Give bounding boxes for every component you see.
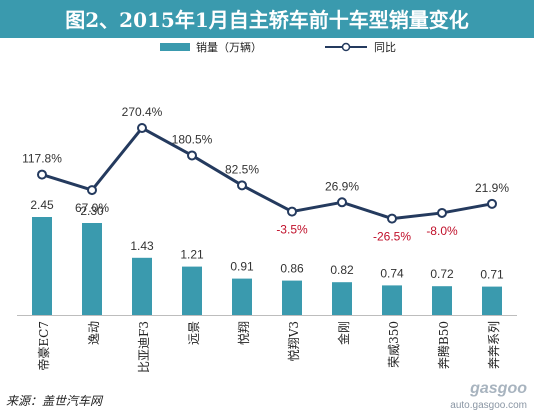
line-point bbox=[137, 123, 147, 134]
watermark-url: auto.gasgoo.com bbox=[450, 400, 527, 411]
line-value-label: 26.9% bbox=[325, 179, 359, 193]
bar bbox=[132, 257, 152, 315]
line-value-label: -3.5% bbox=[276, 223, 308, 237]
source-label: 来源：盖世汽车网 bbox=[6, 394, 104, 408]
line-point bbox=[337, 197, 347, 208]
category-label: 悦翔V3 bbox=[287, 321, 301, 361]
line-value-label: 82.5% bbox=[225, 162, 259, 176]
bar-value-label: 1.21 bbox=[180, 248, 204, 262]
bar-value-label: 0.82 bbox=[330, 263, 354, 277]
category-label: 帝豪EC7 bbox=[36, 321, 51, 371]
category-label: 逸动 bbox=[87, 321, 101, 345]
category-label: 比亚迪F3 bbox=[137, 321, 151, 373]
line-point bbox=[287, 206, 297, 217]
legend-bar-swatch bbox=[160, 43, 190, 51]
line-value-label: 270.4% bbox=[122, 105, 163, 119]
bar bbox=[182, 266, 202, 315]
chart-title: 图2、2015年1月自主轿车前十车型销量变化 bbox=[65, 8, 469, 32]
line-point bbox=[387, 213, 397, 224]
bar-value-label: 2.45 bbox=[30, 198, 54, 212]
category-label: 奔奔系列 bbox=[487, 321, 501, 369]
line-point bbox=[437, 207, 447, 218]
bar-value-label: 0.86 bbox=[280, 262, 304, 276]
category-label: 远景 bbox=[187, 321, 201, 345]
bar-value-label: 0.71 bbox=[480, 268, 504, 282]
bar-value-label: 1.43 bbox=[130, 239, 154, 253]
bar bbox=[382, 285, 402, 315]
bar bbox=[232, 278, 252, 315]
line-point bbox=[37, 169, 47, 180]
category-label: 悦翔 bbox=[237, 321, 251, 345]
watermark-logo: gasgoo bbox=[469, 380, 527, 397]
line-value-label: 21.9% bbox=[475, 181, 509, 195]
line-point bbox=[187, 150, 197, 161]
bar-value-label: 0.74 bbox=[380, 266, 404, 280]
bar bbox=[82, 223, 102, 315]
line-point bbox=[237, 180, 247, 191]
legend-bar-label: 销量（万辆） bbox=[196, 40, 262, 54]
bar-value-label: 0.91 bbox=[230, 260, 254, 274]
line-value-label: 67.0% bbox=[75, 201, 109, 215]
bar bbox=[482, 286, 502, 315]
line-value-label: -26.5% bbox=[373, 230, 411, 244]
line-point bbox=[87, 185, 97, 196]
category-label: 奔腾B50 bbox=[436, 321, 451, 369]
bar bbox=[432, 286, 452, 315]
line-series bbox=[41, 126, 493, 221]
bar-value-label: 0.72 bbox=[430, 267, 454, 281]
bar bbox=[332, 282, 352, 315]
line-value-label: 180.5% bbox=[172, 132, 213, 146]
line-value-label: 117.8% bbox=[22, 152, 62, 166]
bar-value-label: 2.30 bbox=[80, 204, 104, 218]
line-point bbox=[487, 198, 497, 209]
legend-line-label: 同比 bbox=[374, 41, 396, 54]
category-label: 荣威350 bbox=[387, 321, 401, 368]
legend-line-marker bbox=[341, 42, 351, 52]
bar bbox=[282, 280, 302, 315]
bar bbox=[32, 217, 52, 315]
line-value-label: -8.0% bbox=[426, 224, 458, 238]
title-bar bbox=[0, 0, 534, 38]
category-label: 金刚 bbox=[336, 321, 351, 345]
